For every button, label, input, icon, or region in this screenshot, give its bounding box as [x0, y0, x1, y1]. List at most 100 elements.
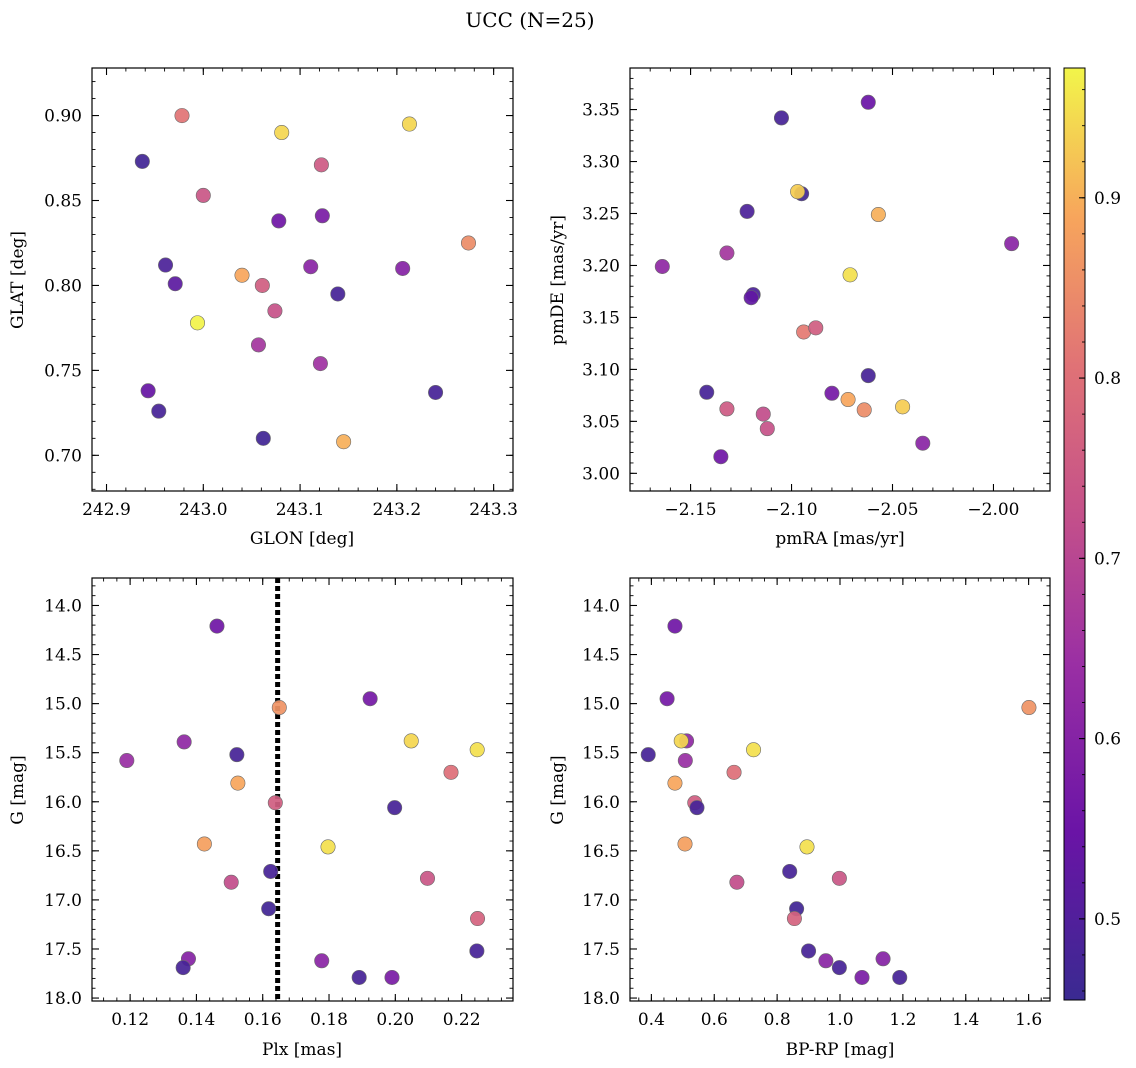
- scatter-point: [336, 434, 352, 450]
- scatter-point: [229, 747, 245, 763]
- colorbar-gradient: [1063, 67, 1086, 1001]
- y-tick-label: 3.35: [582, 101, 620, 121]
- scatter-point: [362, 691, 378, 707]
- y-tick-label: 3.25: [582, 205, 620, 225]
- x-tick-label: 0.6: [701, 1010, 728, 1030]
- scatter-point: [875, 951, 891, 967]
- panel-bprp-g: BP-RP [mag] G [mag] 0.4 0.6 0.8 1.0 1.2 1.4 1.…: [548, 577, 1051, 1060]
- scatter-point: [384, 969, 400, 985]
- scatter-point: [419, 870, 435, 886]
- scatter-point: [854, 969, 870, 985]
- y-tick-label: 16.0: [44, 793, 82, 813]
- scatter-point: [799, 839, 815, 855]
- y-tick-label: 3.30: [582, 153, 620, 173]
- x-tick-label: 242.9: [82, 500, 131, 520]
- scatter-point: [403, 733, 419, 749]
- scatter-point: [271, 213, 287, 229]
- scatter-point: [659, 691, 675, 707]
- scatter-point: [677, 836, 693, 852]
- scatter-point: [469, 943, 485, 959]
- x-tick-label: −2.10: [765, 500, 817, 520]
- xlabel-plx: Plx [mas]: [262, 1040, 342, 1060]
- x-tick-label: 0.4: [638, 1010, 665, 1030]
- scatter-point: [842, 267, 858, 283]
- scatter-point: [713, 449, 729, 465]
- scatter-point: [314, 208, 330, 224]
- x-tick-label: −2.05: [866, 500, 918, 520]
- scatter-point: [314, 953, 330, 969]
- scatter-point: [726, 764, 742, 780]
- scatter-point: [261, 901, 277, 917]
- scatter-point: [209, 618, 225, 634]
- colorbar-tick-label: 0.5: [1094, 910, 1121, 930]
- x-tick-label: 243.2: [373, 500, 422, 520]
- scatter-point: [915, 435, 931, 451]
- x-tick-label: 0.18: [310, 1010, 348, 1030]
- colorbar-tick-label: 0.6: [1094, 730, 1121, 750]
- y-tick-label: 15.0: [44, 695, 82, 715]
- scatter-point: [250, 337, 266, 353]
- scatter-point: [176, 734, 192, 750]
- panel-glon-glat: GLON [deg] GLAT [deg] 242.9 243.0 243.1 243…: [8, 67, 518, 549]
- y-tick-label: 3.00: [582, 464, 620, 484]
- y-tick-label: 17.0: [582, 891, 620, 911]
- scatter-point: [312, 356, 328, 372]
- plot-frame: [629, 577, 1051, 1002]
- y-tick-label: 15.5: [44, 744, 82, 764]
- colorbar: 0.5 0.6 0.7 0.8 0.9: [1063, 67, 1121, 1001]
- scatter-point: [719, 245, 735, 261]
- scatter-point: [818, 953, 834, 969]
- scatter-point: [699, 384, 715, 400]
- scatter-point: [395, 260, 411, 276]
- scatter-point: [267, 795, 283, 811]
- x-tick-label: 243.3: [469, 500, 518, 520]
- panel-pmra-pmde: pmRA [mas/yr] pmDE [mas/yr] −2.15 −2.10 −2…: [548, 67, 1051, 549]
- ylabel-g-right: G [mag]: [548, 755, 568, 824]
- scatter-point: [140, 383, 156, 399]
- scatter-point: [856, 402, 872, 418]
- scatter-point: [428, 384, 444, 400]
- x-tick-label: 1.6: [1015, 1010, 1042, 1030]
- x-tick-label: 243.1: [276, 500, 325, 520]
- scatter-point: [254, 277, 270, 293]
- scatter-point: [773, 110, 789, 126]
- plot-frame: [629, 67, 1051, 492]
- scatter-point: [387, 800, 403, 816]
- scatter-point: [189, 315, 205, 331]
- scatter-point: [174, 108, 190, 124]
- x-tick-label: 0.14: [177, 1010, 215, 1030]
- scatter-point: [330, 286, 346, 302]
- scatter-point: [303, 259, 319, 275]
- xlabel-bprp: BP-RP [mag]: [786, 1040, 895, 1060]
- x-tick-label: 243.0: [179, 500, 228, 520]
- scatter-point: [782, 863, 798, 879]
- x-tick-label: 1.4: [952, 1010, 979, 1030]
- scatter-point: [158, 257, 174, 273]
- x-tick-label: 1.0: [826, 1010, 853, 1030]
- y-tick-label: 14.5: [582, 646, 620, 666]
- y-tick-label: 0.85: [44, 192, 82, 212]
- scatter-point: [673, 733, 689, 749]
- y-tick-label: 15.0: [582, 695, 620, 715]
- scatter-point: [167, 276, 183, 292]
- y-tick-label: 0.80: [44, 276, 82, 296]
- scatter-point: [313, 157, 329, 173]
- scatter-point: [831, 960, 847, 976]
- y-tick-label: 16.0: [582, 793, 620, 813]
- plot-frame: [91, 577, 514, 1002]
- scatter-point: [234, 267, 250, 283]
- scatter-point: [808, 320, 824, 336]
- xlabel-glon: GLON [deg]: [250, 529, 354, 549]
- scatter-point: [786, 911, 802, 927]
- scatter-point: [274, 125, 290, 141]
- x-tick-label: 1.2: [889, 1010, 916, 1030]
- y-tick-label: 16.5: [44, 842, 82, 862]
- ylabel-pmde: pmDE [mas/yr]: [548, 215, 568, 345]
- scatter-point: [271, 700, 287, 716]
- y-tick-label: 14.5: [44, 646, 82, 666]
- scatter-point: [759, 421, 775, 437]
- scatter-point: [743, 290, 759, 306]
- xlabel-pmra: pmRA [mas/yr]: [775, 529, 904, 549]
- y-tick-label: 3.10: [582, 360, 620, 380]
- x-tick-label: −2.00: [967, 500, 1019, 520]
